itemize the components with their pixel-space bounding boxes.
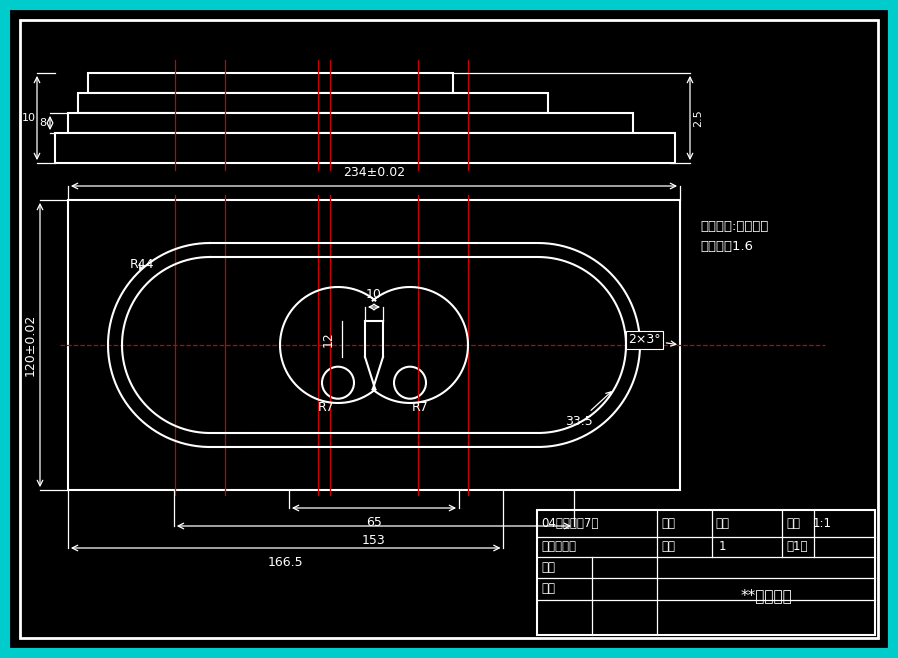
Text: 共1张: 共1张 [786,540,807,553]
Text: 04级数控（7）: 04级数控（7） [541,517,598,530]
Text: 8: 8 [40,118,47,128]
Bar [78,93,548,113]
Text: 153: 153 [362,534,386,547]
Text: 硬铝: 硬铝 [715,517,729,530]
Text: 120±0.02: 120±0.02 [23,314,37,376]
Text: 65: 65 [366,516,382,529]
Text: 2×3°: 2×3° [628,333,676,346]
Text: 10: 10 [366,288,382,301]
Text: 33.5: 33.5 [565,392,612,428]
Text: **理工学院: **理工学院 [740,588,792,603]
Text: 166.5: 166.5 [268,556,304,569]
Text: 制图: 制图 [541,561,555,574]
Text: 1: 1 [718,540,726,553]
Text: 审核: 审核 [541,582,555,595]
Text: 比例: 比例 [786,517,800,530]
Bar [88,73,453,93]
Text: R7: R7 [318,401,335,414]
Text: 12: 12 [321,331,334,347]
Text: 234±0.02: 234±0.02 [343,166,405,179]
Bar [68,200,680,490]
Bar [68,113,633,133]
Text: R7: R7 [412,401,428,414]
Text: 材料: 材料 [661,517,675,530]
Text: 10: 10 [22,113,36,123]
Text: R44: R44 [130,258,154,271]
Text: 技术要求:表面的粗: 技术要求:表面的粗 [700,220,769,233]
Text: 班毕业设计: 班毕业设计 [541,540,576,553]
Text: 数量: 数量 [661,540,675,553]
Text: 1:1: 1:1 [813,517,832,530]
Bar [537,510,875,635]
Bar [55,133,675,163]
Text: 2.5: 2.5 [693,109,703,127]
Text: 糙度均为1.6: 糙度均为1.6 [700,240,753,253]
